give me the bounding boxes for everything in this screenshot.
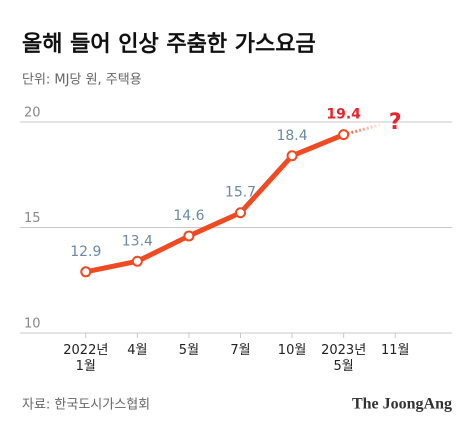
y-tick-label: 20 xyxy=(24,106,41,121)
x-tick-label: 2022년 1월 xyxy=(63,343,109,374)
y-tick-label: 10 xyxy=(24,317,41,332)
data-label: 19.4 xyxy=(326,107,361,123)
data-label: 18.4 xyxy=(276,128,307,144)
data-point xyxy=(286,150,298,162)
data-label: 12.9 xyxy=(70,244,101,260)
x-tick-label: 5월 xyxy=(178,343,200,358)
x-tick-label: 10월 xyxy=(277,343,307,358)
data-point xyxy=(235,207,246,219)
trend-fade xyxy=(343,122,384,137)
x-tick-label: 7월 xyxy=(230,343,251,358)
annotation: ? xyxy=(389,110,402,135)
data-point xyxy=(338,129,350,141)
x-tick-label: 4월 xyxy=(127,343,148,358)
subtitle: 단위: MJ당 원, 주택용 xyxy=(22,73,142,88)
x-tick-label: 2023년 5월 xyxy=(321,343,367,374)
series-line xyxy=(85,132,345,275)
y-tick-label: 15 xyxy=(24,211,41,226)
chart-title: 올해 들어 인상 주춤한 가스요금 xyxy=(22,32,316,57)
source: 자료: 한국도시가스협회 xyxy=(22,398,150,413)
brand: The JoongAng xyxy=(352,396,452,413)
data-point xyxy=(131,255,143,267)
data-point xyxy=(183,230,195,242)
data-label: 13.4 xyxy=(122,233,153,249)
data-label: 15.7 xyxy=(225,185,256,201)
data-point xyxy=(80,266,92,278)
x-tick-label: 11월 xyxy=(380,343,410,358)
data-label: 14.6 xyxy=(173,208,204,224)
